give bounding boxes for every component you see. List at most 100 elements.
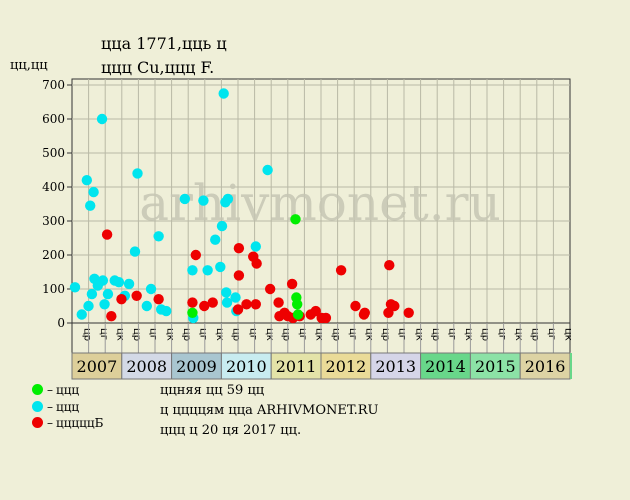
data-point bbox=[286, 278, 298, 290]
data-point bbox=[230, 292, 241, 303]
x-tick-label: цк bbox=[214, 328, 225, 341]
x-tick-label: цг bbox=[347, 328, 358, 340]
data-point bbox=[113, 277, 125, 288]
data-point bbox=[190, 249, 202, 261]
x-tick-label: цр bbox=[480, 328, 491, 341]
year-cell bbox=[71, 352, 123, 380]
data-point bbox=[383, 307, 394, 318]
green-dot-icon bbox=[32, 384, 43, 395]
year-label: 2012 bbox=[326, 357, 367, 376]
legend-label: цццццБ bbox=[56, 416, 104, 430]
x-tick-label: цк bbox=[164, 328, 175, 341]
year-label: 2007 bbox=[77, 357, 118, 376]
x-tick-label: цг bbox=[496, 328, 507, 340]
legend-item-cyan: – ццц bbox=[32, 400, 79, 414]
x-tick-label: цг bbox=[247, 328, 258, 340]
data-point bbox=[290, 214, 301, 225]
x-tick-label: цр bbox=[81, 328, 92, 341]
year-band: 2007 2008 2009 2010 2011 2012 2013 2014 2015 2016 bbox=[71, 352, 572, 380]
year-cell bbox=[220, 352, 272, 380]
data-point bbox=[215, 261, 226, 273]
y-tick-label: 200 bbox=[42, 248, 65, 262]
year-label: 2015 bbox=[475, 357, 516, 376]
data-point bbox=[350, 300, 361, 312]
x-tick-label: цр bbox=[330, 328, 341, 341]
footer-line2: ц ццццям цца ARHIVMONET.RU bbox=[160, 403, 379, 418]
x-tick-label: цг bbox=[297, 328, 308, 340]
year-label: 2013 bbox=[375, 357, 416, 376]
data-point bbox=[202, 265, 213, 276]
data-point bbox=[97, 275, 109, 286]
year-cell bbox=[320, 352, 372, 380]
y-tick-label: 600 bbox=[42, 112, 65, 126]
y-tick-label: 700 bbox=[42, 78, 65, 92]
x-tick-label: цк bbox=[115, 328, 126, 341]
data-point bbox=[251, 258, 262, 269]
data-point bbox=[320, 312, 332, 324]
y-axis: 0 100 200 300 400 500 600 700 bbox=[42, 78, 72, 330]
year-cell bbox=[420, 352, 471, 380]
data-point bbox=[99, 299, 110, 310]
data-point bbox=[141, 300, 153, 312]
data-point bbox=[207, 297, 218, 308]
data-point bbox=[210, 234, 221, 245]
year-cell bbox=[519, 352, 571, 380]
y-tick-label: 500 bbox=[42, 146, 65, 160]
data-point bbox=[69, 282, 81, 293]
year-cell bbox=[171, 352, 222, 380]
x-tick-label: цр bbox=[231, 328, 242, 341]
x-tick-label: цр bbox=[181, 328, 192, 341]
data-point bbox=[389, 300, 400, 312]
data-point bbox=[198, 195, 209, 206]
data-point bbox=[106, 311, 117, 322]
x-tick-label: цк bbox=[314, 328, 325, 341]
x-tick-label: цк bbox=[364, 328, 375, 341]
data-point bbox=[96, 113, 108, 125]
legend-label: ццц bbox=[56, 383, 80, 397]
data-point bbox=[123, 278, 135, 290]
data-point bbox=[310, 305, 321, 317]
data-point bbox=[85, 200, 96, 211]
data-point bbox=[359, 307, 370, 318]
data-point bbox=[102, 288, 114, 300]
data-point bbox=[216, 220, 228, 232]
chart-title-line1: цца 1771,цць ц bbox=[101, 34, 227, 53]
data-point bbox=[153, 231, 164, 242]
x-tick-label: цк bbox=[463, 328, 474, 341]
year-label: 2014 bbox=[425, 357, 466, 376]
chart-title-line2: ццц Cu,ццц F. bbox=[101, 58, 215, 77]
year-band-edge bbox=[570, 353, 572, 379]
data-point bbox=[81, 175, 93, 186]
legend-item-red: – цццццБ bbox=[32, 416, 103, 430]
x-tick-label: цк bbox=[264, 328, 275, 341]
x-tick-label: цг bbox=[198, 328, 209, 340]
year-label: 2016 bbox=[525, 357, 566, 376]
x-tick-label: цр bbox=[281, 328, 292, 341]
data-point bbox=[221, 287, 232, 298]
data-point bbox=[161, 305, 172, 317]
data-point bbox=[262, 164, 273, 176]
x-condition-labels: цр цг цк цр цг цк цр цг цк цр цг цк цр цг цк цр цг цк цр цг… bbox=[71, 322, 574, 354]
red-dot-icon bbox=[32, 417, 43, 428]
data-point bbox=[233, 270, 245, 281]
x-tick-label: цг bbox=[148, 328, 159, 340]
data-point bbox=[233, 243, 245, 254]
data-point bbox=[221, 297, 233, 308]
watermark: arhivmonet.ru bbox=[139, 174, 501, 232]
year-label: 2010 bbox=[226, 357, 267, 376]
x-tick-label: цг bbox=[447, 328, 458, 340]
data-point bbox=[335, 265, 347, 276]
data-point bbox=[88, 186, 99, 198]
x-tick-label: цк bbox=[413, 328, 424, 341]
x-tick-label: цр bbox=[530, 328, 541, 341]
footer-line1: ццняя цц 59 цц bbox=[160, 383, 265, 398]
year-cell bbox=[121, 352, 173, 380]
data-point bbox=[76, 309, 87, 320]
y-tick-label: 0 bbox=[57, 316, 65, 330]
legend-item-green: – ццц bbox=[32, 383, 79, 397]
x-tick-label: цр bbox=[131, 328, 142, 341]
data-point bbox=[403, 307, 414, 318]
data-point bbox=[384, 260, 395, 271]
data-point bbox=[264, 283, 276, 295]
